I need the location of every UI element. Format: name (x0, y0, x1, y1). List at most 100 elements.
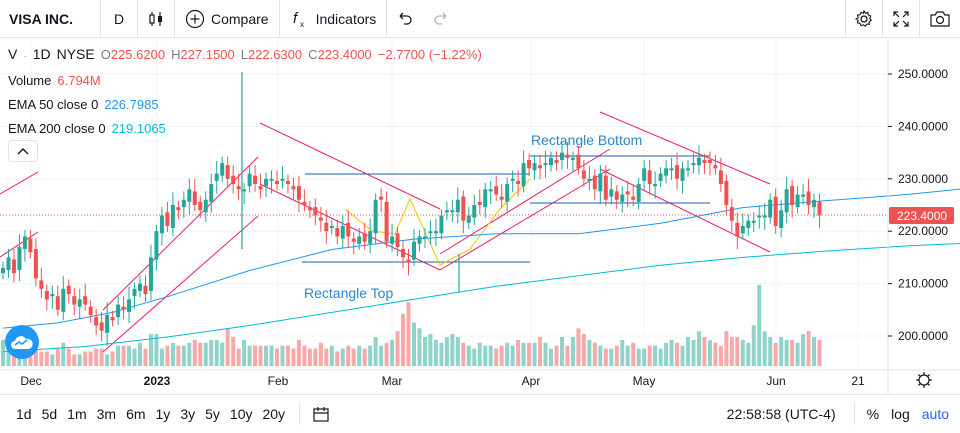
candle-body (472, 205, 477, 218)
time-tick-label: May (633, 374, 656, 388)
volume-bar (88, 351, 93, 366)
symbol-search[interactable]: VISA INC. (0, 0, 100, 38)
settings-button[interactable] (846, 0, 882, 38)
range-3y[interactable]: 3y (180, 406, 196, 422)
volume-bar (779, 337, 784, 366)
clock-time[interactable]: 22:58:58 (UTC-4) (726, 406, 836, 422)
candle-body (806, 191, 811, 205)
candle-body (401, 249, 406, 258)
time-tick-label: 21 (851, 374, 865, 388)
candle-body (170, 205, 175, 229)
channel-line (0, 171, 39, 195)
candle-body (466, 215, 471, 223)
range-1m[interactable]: 1m (67, 406, 87, 422)
volume-bar (669, 339, 674, 366)
volume-bar (713, 342, 718, 366)
legend-ema200-label[interactable]: EMA 200 close 0 (8, 121, 106, 136)
undo-button[interactable] (387, 0, 423, 38)
interval-button[interactable]: D (101, 0, 137, 38)
range-5y[interactable]: 5y (205, 406, 220, 422)
volume-bar (50, 354, 55, 366)
volume-bar (285, 345, 290, 366)
legend-ticker[interactable]: V (8, 46, 18, 62)
volume-bar (658, 348, 663, 366)
volume-bar (94, 348, 99, 366)
auto-toggle[interactable]: auto (921, 406, 949, 422)
volume-bar (795, 342, 800, 366)
range-1y[interactable]: 1y (155, 406, 171, 422)
legend-ema50-label[interactable]: EMA 50 close 0 (8, 97, 99, 112)
candle-body (516, 180, 521, 185)
redo-button[interactable] (423, 0, 459, 38)
candle-body (242, 189, 247, 192)
volume-bar (740, 339, 745, 366)
volume-bar (620, 339, 625, 366)
range-6m[interactable]: 6m (126, 406, 146, 422)
volume-bar (406, 302, 411, 366)
volume-bar (253, 345, 258, 366)
calendar-icon[interactable] (312, 405, 330, 423)
candle-body (543, 163, 548, 166)
price-axis: 250.0000 240.0000 230.0000 220.0000 210.0000… (0, 39, 960, 394)
candle-body (77, 299, 82, 307)
price-chart[interactable]: Rectangle Bottom Rectangle Top 250.00002… (0, 39, 960, 394)
volume-bar (116, 345, 121, 366)
fullscreen-button[interactable] (883, 0, 919, 38)
candle-body (768, 199, 773, 218)
candle-body (390, 236, 395, 244)
volume-bar (412, 322, 416, 366)
volume-bar (549, 348, 553, 366)
candle-body (198, 201, 203, 211)
range-5d[interactable]: 5d (41, 406, 58, 422)
volume-bar (642, 348, 647, 366)
legend-ema50: 226.7985 (104, 97, 159, 112)
candle-body (285, 180, 290, 185)
volume-bar (280, 345, 285, 366)
volume-bar (324, 348, 329, 366)
volume-bar (461, 342, 466, 366)
candle-body (11, 259, 16, 274)
candle-body (735, 222, 740, 237)
candle-body (231, 175, 236, 185)
candle-body (581, 170, 586, 179)
range-3m[interactable]: 3m (96, 406, 117, 422)
candles-icon (149, 11, 162, 26)
candle-body (1, 267, 5, 274)
volume-bar (127, 345, 132, 366)
candle-body (417, 236, 422, 244)
ema200-line (2, 243, 960, 353)
volume-bar (636, 348, 641, 366)
range-10y[interactable]: 10y (229, 406, 253, 422)
candle-body (686, 168, 690, 171)
volume-bar (784, 339, 789, 366)
chart-area[interactable]: Rectangle Bottom Rectangle Top 250.0000 2… (0, 39, 960, 394)
percent-toggle[interactable]: % (866, 406, 880, 422)
price-tick-label: 210.0000 (898, 277, 948, 291)
candle-body (521, 163, 526, 187)
volume-bar (72, 354, 77, 366)
annotation-rectangle-top: Rectangle Top (304, 285, 393, 301)
legend-volume-label[interactable]: Volume (8, 73, 52, 88)
axis-settings-icon[interactable] (916, 372, 932, 388)
range-20y[interactable]: 20y (262, 406, 286, 422)
candle-body (302, 201, 307, 205)
candle-body (154, 231, 159, 260)
volume-bar (351, 348, 356, 366)
brand-logo[interactable] (5, 325, 39, 359)
range-1d[interactable]: 1d (16, 406, 32, 422)
candles-style-button[interactable] (138, 0, 174, 38)
fullscreen-icon (893, 10, 909, 27)
volume-bar (121, 345, 126, 366)
candle-body (696, 157, 701, 166)
volume-bar (433, 339, 438, 366)
legend-low: 222.6300 (247, 47, 303, 62)
snapshot-button[interactable] (920, 0, 960, 38)
candle-body (110, 317, 115, 321)
legend-collapse-button[interactable] (8, 140, 38, 162)
candle-body (603, 175, 608, 200)
volume-bar (110, 351, 115, 366)
compare-button[interactable]: Compare (175, 0, 279, 38)
log-toggle[interactable]: log (891, 406, 910, 422)
volume-bar (368, 345, 373, 366)
